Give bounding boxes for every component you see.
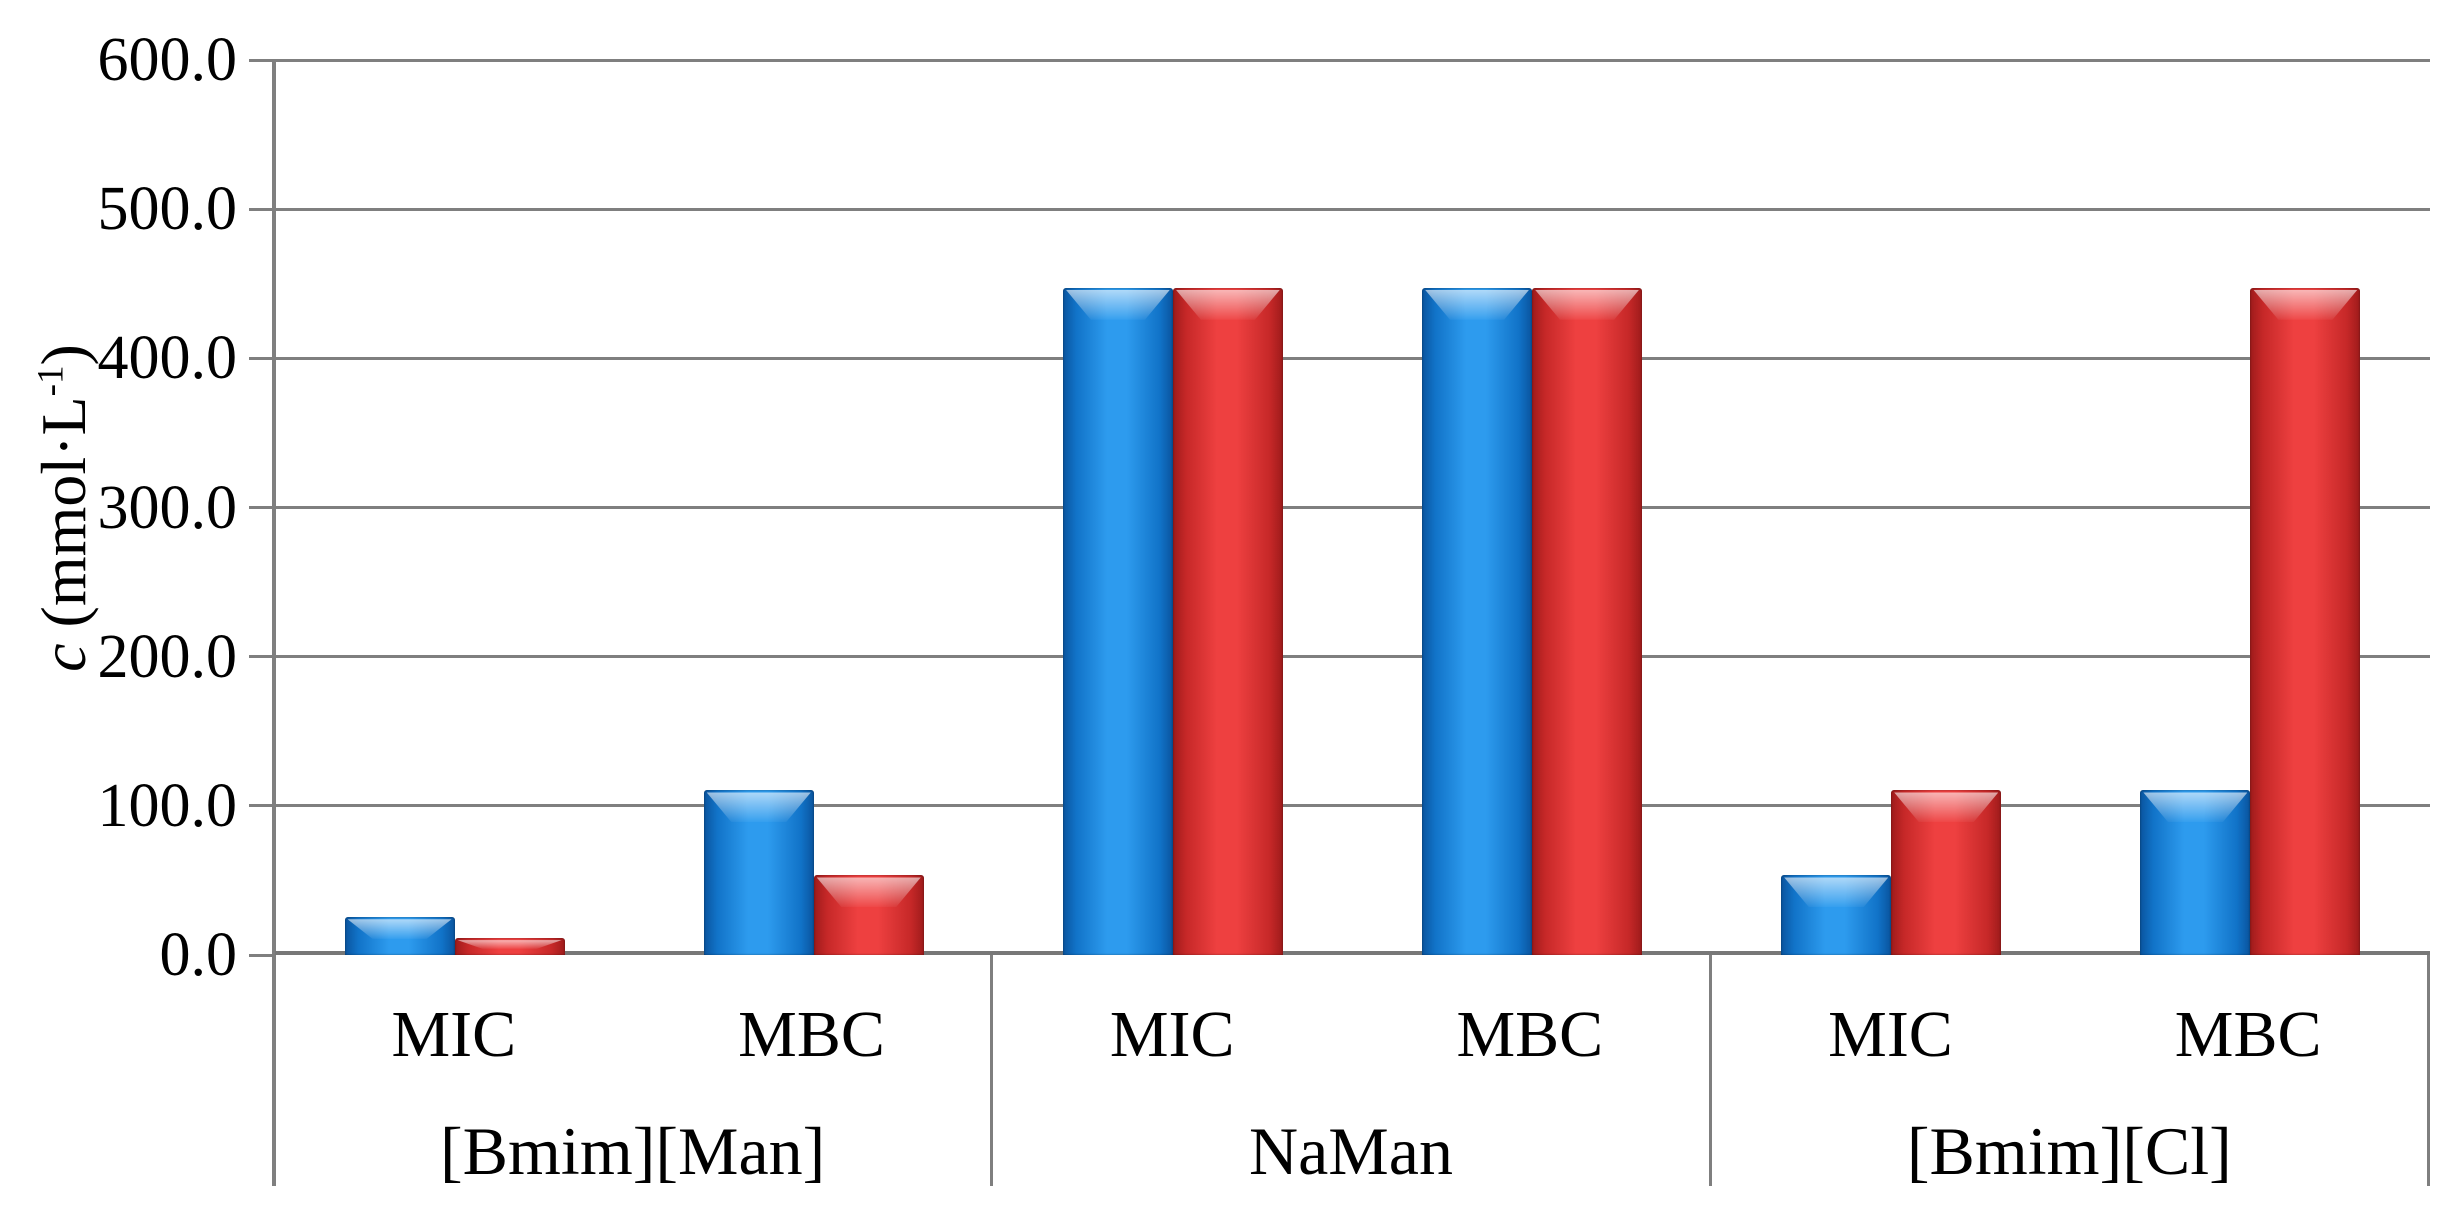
gridline xyxy=(275,356,2430,360)
group-label: [Bmim][Man] xyxy=(440,1112,826,1189)
category-label: MIC xyxy=(1828,998,1953,1071)
category-label: MBC xyxy=(1456,998,1604,1071)
bar-blue xyxy=(1781,875,1892,955)
plot-area xyxy=(275,58,2430,955)
y-tick-label: 0.0 xyxy=(159,921,238,989)
bar-pair xyxy=(703,60,924,955)
gridline xyxy=(275,655,2430,659)
bar-red xyxy=(1172,287,1283,955)
bar-red xyxy=(813,875,924,955)
y-tick-label: 500.0 xyxy=(97,175,238,244)
bar-red xyxy=(2250,287,2361,955)
bar-blue xyxy=(1062,287,1173,955)
y-tick-label: 400.0 xyxy=(97,324,238,393)
bar-blue xyxy=(2140,790,2251,955)
group-label: NaMan xyxy=(1249,1112,1453,1189)
y-tick-label: 600.0 xyxy=(97,26,238,94)
y-tick-label: 300.0 xyxy=(97,473,238,542)
y-axis-gutter: 600.0 500.0 400.0 300.0 200.0 100.0 0.0 xyxy=(0,29,275,986)
gridline xyxy=(275,804,2430,808)
bar-pair xyxy=(344,60,565,955)
bar-pair xyxy=(2140,60,2361,955)
category-label: MBC xyxy=(2174,998,2322,1071)
y-tick-mark xyxy=(249,356,275,360)
gridline xyxy=(275,207,2430,211)
bar-pair xyxy=(1062,60,1283,955)
bar-red xyxy=(454,938,565,955)
y-tick-mark xyxy=(249,953,275,957)
y-tick-mark xyxy=(249,804,275,808)
group-cell: MIC MBC [Bmim][Man] xyxy=(275,955,994,1186)
group-row: [Bmim][Man] xyxy=(275,1115,990,1186)
group-label: [Bmim][Cl] xyxy=(1906,1112,2232,1189)
bar-pair xyxy=(1422,60,1643,955)
group-cell: MIC MBC NaMan xyxy=(993,955,1712,1186)
bar-red xyxy=(1532,287,1643,955)
y-tick-mark xyxy=(249,655,275,659)
group-row: [Bmim][Cl] xyxy=(1712,1115,2427,1186)
gridline xyxy=(275,506,2430,509)
bar-blue xyxy=(703,790,814,955)
x-axis-baseline xyxy=(275,951,2430,955)
category-row: MIC MBC xyxy=(1712,955,2427,1115)
y-tick-mark xyxy=(249,207,275,211)
y-axis-line xyxy=(272,60,276,1186)
category-label: MIC xyxy=(391,998,517,1071)
y-tick-mark xyxy=(249,506,275,509)
bar-blue xyxy=(1422,287,1533,955)
bar-blue xyxy=(344,917,455,955)
category-label: MIC xyxy=(1109,998,1235,1071)
category-row: MIC MBC xyxy=(275,955,990,1115)
bar-pair xyxy=(1781,60,2002,955)
category-label: MBC xyxy=(738,998,885,1071)
y-tick-mark xyxy=(249,58,275,62)
group-cell: MIC MBC [Bmim][Cl] xyxy=(1712,955,2430,1186)
bar-red xyxy=(1891,790,2002,955)
category-axis: MIC MBC [Bmim][Man] MIC MBC NaMan MIC MBC [Bmim]… xyxy=(275,955,2430,1186)
bars-layer xyxy=(275,60,2430,955)
group-row: NaMan xyxy=(993,1115,1708,1186)
gridline xyxy=(275,58,2430,62)
y-tick-label: 200.0 xyxy=(97,622,238,691)
y-tick-label: 100.0 xyxy=(97,771,238,840)
category-row: MIC MBC xyxy=(993,955,1708,1115)
